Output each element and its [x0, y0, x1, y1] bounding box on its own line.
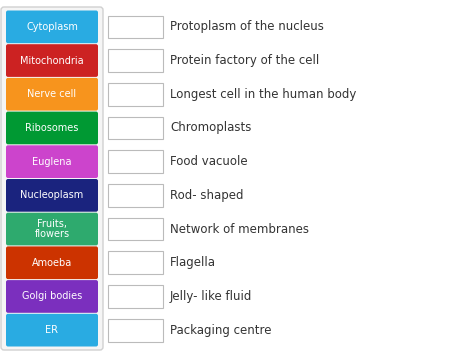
Text: Amoeba: Amoeba: [32, 258, 72, 268]
FancyBboxPatch shape: [6, 44, 98, 77]
Text: Euglena: Euglena: [32, 157, 72, 166]
Text: Ribosomes: Ribosomes: [25, 123, 79, 133]
Text: Flagella: Flagella: [170, 256, 216, 269]
FancyBboxPatch shape: [6, 111, 98, 144]
Text: Cytoplasm: Cytoplasm: [26, 22, 78, 32]
Text: Fruits,
flowers: Fruits, flowers: [35, 219, 70, 240]
Text: Protoplasm of the nucleus: Protoplasm of the nucleus: [170, 20, 324, 33]
Text: Protein factory of the cell: Protein factory of the cell: [170, 54, 319, 67]
FancyBboxPatch shape: [108, 83, 163, 105]
Text: Nerve cell: Nerve cell: [27, 89, 77, 99]
Text: Jelly- like fluid: Jelly- like fluid: [170, 290, 252, 303]
FancyBboxPatch shape: [108, 218, 163, 240]
Text: Chromoplasts: Chromoplasts: [170, 121, 251, 135]
Text: Packaging centre: Packaging centre: [170, 324, 272, 337]
FancyBboxPatch shape: [6, 145, 98, 178]
FancyBboxPatch shape: [6, 179, 98, 212]
Text: Longest cell in the human body: Longest cell in the human body: [170, 88, 356, 101]
FancyBboxPatch shape: [6, 280, 98, 313]
FancyBboxPatch shape: [108, 150, 163, 173]
FancyBboxPatch shape: [6, 213, 98, 245]
FancyBboxPatch shape: [108, 116, 163, 139]
FancyBboxPatch shape: [108, 184, 163, 207]
Text: Food vacuole: Food vacuole: [170, 155, 247, 168]
Text: Nucleoplasm: Nucleoplasm: [20, 190, 83, 200]
Text: ER: ER: [46, 325, 58, 335]
FancyBboxPatch shape: [108, 319, 163, 342]
FancyBboxPatch shape: [6, 78, 98, 111]
Text: Rod- shaped: Rod- shaped: [170, 189, 244, 202]
FancyBboxPatch shape: [6, 11, 98, 43]
Text: Golgi bodies: Golgi bodies: [22, 291, 82, 301]
Text: Network of membranes: Network of membranes: [170, 223, 309, 236]
Text: Mitochondria: Mitochondria: [20, 55, 84, 66]
FancyBboxPatch shape: [108, 285, 163, 308]
FancyBboxPatch shape: [6, 246, 98, 279]
FancyBboxPatch shape: [1, 7, 103, 350]
FancyBboxPatch shape: [108, 251, 163, 274]
FancyBboxPatch shape: [108, 49, 163, 72]
FancyBboxPatch shape: [108, 16, 163, 38]
FancyBboxPatch shape: [6, 314, 98, 346]
